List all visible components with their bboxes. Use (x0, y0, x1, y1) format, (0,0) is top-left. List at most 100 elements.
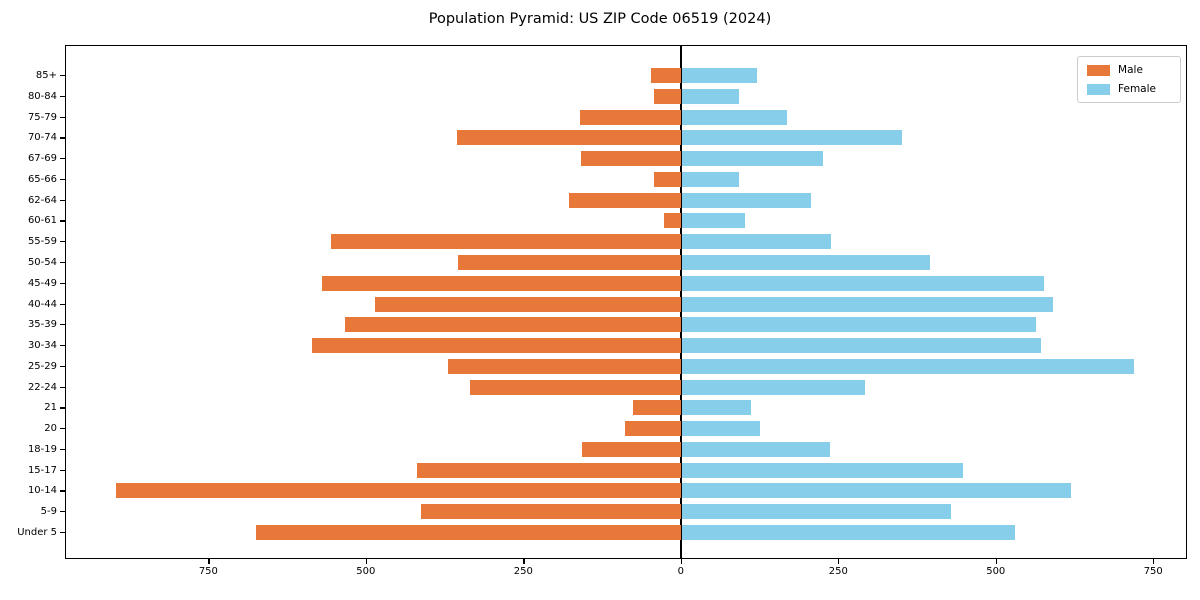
y-axis-label: 10-14 (27, 485, 57, 497)
female-bar (681, 462, 964, 478)
female-bar (681, 109, 787, 125)
male-bar (311, 338, 681, 354)
zero-axis-line (680, 46, 682, 558)
x-axis-tick-label: 0 (677, 566, 684, 577)
pyramid-row-5-9: 5-9 (41, 504, 1186, 520)
y-axis-label: 35-39 (27, 319, 57, 331)
pyramid-row-50-54: 50-54 (28, 254, 1186, 270)
pyramid-row-10-14: 10-14 (28, 483, 1186, 499)
y-axis-tick (59, 345, 65, 347)
female-bar (681, 254, 930, 270)
legend-label-male: Male (1118, 64, 1143, 76)
female-bar (681, 358, 1135, 374)
chart-title: Population Pyramid: US ZIP Code 06519 (2… (428, 11, 772, 27)
male-bar (375, 296, 681, 312)
female-bar (681, 400, 752, 416)
pyramid-row-30-34: 30-34 (28, 338, 1186, 354)
y-axis-label: 55-59 (27, 236, 57, 248)
x-axis-tick-label: 250 (513, 566, 533, 577)
y-axis-tick (59, 220, 65, 222)
y-axis-tick (59, 116, 65, 118)
y-axis-tick (59, 261, 65, 264)
x-axis-tick (995, 559, 997, 564)
pyramid-row-75-79: 75-79 (28, 109, 1186, 125)
female-bar (681, 338, 1042, 354)
legend-entry-male: Male (1087, 64, 1170, 76)
male-bar (469, 379, 681, 395)
pyramid-row-45-49: 45-49 (28, 275, 1186, 291)
y-axis-label: 25-29 (27, 360, 57, 372)
x-axis-tick-label: 250 (828, 566, 848, 577)
y-axis-tick (59, 428, 65, 430)
y-axis-label: 67-69 (27, 153, 57, 165)
pyramid-row-65-66: 65-66 (28, 171, 1186, 187)
y-axis-label: 45-49 (27, 277, 57, 289)
y-axis-label: 18-19 (27, 443, 57, 455)
y-axis-tick (59, 448, 65, 451)
y-axis-tick (59, 532, 65, 534)
pyramid-row-70-74: 70-74 (28, 130, 1186, 146)
pyramid-row-40-44: 40-44 (28, 296, 1186, 312)
y-axis-label: Under 5 (17, 527, 57, 538)
pyramid-row-22-24: 22-24 (28, 379, 1186, 395)
pyramid-row-25-29: 25-29 (28, 358, 1186, 374)
pyramid-row-18-19: 18-19 (28, 441, 1186, 457)
x-axis-tick-label: 500 (356, 566, 376, 577)
pyramid-row-20: 20 (44, 421, 1186, 437)
y-axis-label: 20 (44, 423, 57, 435)
legend-entry-female: Female (1087, 83, 1170, 95)
x-axis-tick-label: 500 (986, 566, 1006, 577)
pyramid-row-under-5: Under 5 (17, 525, 1186, 540)
male-color-swatch (1087, 64, 1111, 76)
y-axis-label: 22-24 (27, 381, 57, 393)
pyramid-row-85-: 85+ (36, 68, 1186, 83)
y-axis-tick (59, 324, 65, 326)
female-bar (681, 525, 1015, 540)
male-bar (417, 462, 681, 478)
x-axis-tick-label: 750 (1143, 566, 1163, 577)
y-axis-label: 65-66 (27, 173, 57, 185)
x-axis-tick (365, 559, 368, 564)
y-axis-tick (59, 199, 65, 201)
male-bar (457, 254, 681, 270)
y-axis-label: 21 (44, 402, 57, 414)
female-color-swatch (1087, 83, 1111, 95)
female-bar (681, 171, 739, 187)
y-axis-tick (59, 178, 65, 181)
female-bar (681, 379, 865, 395)
y-axis-label: 70-74 (27, 132, 57, 144)
x-axis-tick (523, 559, 525, 564)
female-bar (681, 130, 903, 146)
male-bar (345, 317, 681, 333)
y-axis-label: 50-54 (27, 256, 57, 268)
male-bar (421, 504, 681, 520)
female-bar (681, 234, 832, 250)
female-bar (681, 275, 1045, 291)
y-axis-label: 62-64 (27, 194, 57, 206)
y-axis-tick (59, 511, 65, 513)
y-axis-label: 80-84 (27, 90, 57, 102)
female-bar (681, 192, 811, 208)
y-axis-tick (59, 469, 65, 471)
y-axis-tick (59, 158, 65, 160)
male-bar (255, 525, 681, 540)
y-axis-label: 60-61 (27, 215, 57, 227)
pyramid-row-35-39: 35-39 (28, 317, 1186, 333)
female-bar (681, 317, 1037, 333)
pyramid-row-60-61: 60-61 (28, 213, 1186, 229)
x-axis-tick-label: 750 (198, 566, 218, 577)
y-axis-tick (59, 407, 65, 409)
y-axis-tick (59, 75, 65, 77)
y-axis-tick (59, 490, 65, 492)
male-bar (581, 151, 681, 167)
pyramid-row-21: 21 (44, 400, 1186, 416)
male-bar (632, 400, 681, 416)
male-bar (653, 171, 681, 187)
female-bar (681, 296, 1053, 312)
female-bar (681, 504, 951, 520)
female-bar (681, 213, 746, 229)
pyramid-row-67-69: 67-69 (28, 151, 1186, 167)
pyramid-row-62-64: 62-64 (28, 192, 1186, 208)
y-axis-tick (59, 282, 65, 284)
